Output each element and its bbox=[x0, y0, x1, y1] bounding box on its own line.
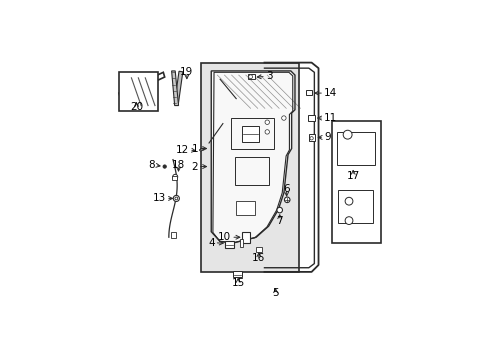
Polygon shape bbox=[199, 148, 203, 151]
Bar bbox=[332, 121, 380, 243]
Circle shape bbox=[284, 197, 289, 203]
Circle shape bbox=[175, 197, 177, 200]
Bar bbox=[242, 126, 259, 141]
Bar bbox=[172, 176, 177, 180]
Circle shape bbox=[173, 195, 179, 202]
Text: 1: 1 bbox=[191, 144, 198, 153]
Circle shape bbox=[343, 130, 351, 139]
Bar bbox=[235, 201, 255, 215]
Bar bbox=[309, 134, 315, 141]
Text: 18: 18 bbox=[172, 160, 185, 170]
Bar bbox=[233, 271, 241, 278]
Polygon shape bbox=[211, 71, 294, 243]
Bar bbox=[305, 90, 311, 95]
Circle shape bbox=[264, 120, 269, 125]
Polygon shape bbox=[119, 72, 158, 111]
Circle shape bbox=[163, 165, 166, 168]
Bar bbox=[255, 247, 261, 252]
Bar bbox=[241, 232, 249, 243]
Circle shape bbox=[172, 174, 177, 179]
Text: 8: 8 bbox=[148, 160, 155, 170]
Text: 12: 12 bbox=[176, 145, 189, 155]
Bar bbox=[235, 157, 268, 185]
Text: 20: 20 bbox=[130, 102, 142, 112]
Circle shape bbox=[248, 75, 252, 79]
Text: 14: 14 bbox=[324, 88, 337, 98]
Bar bbox=[247, 74, 254, 79]
Text: 6: 6 bbox=[283, 184, 289, 194]
Text: 15: 15 bbox=[231, 278, 244, 288]
Text: 9: 9 bbox=[324, 132, 330, 143]
Bar bbox=[239, 239, 243, 247]
Circle shape bbox=[264, 130, 269, 134]
Circle shape bbox=[309, 136, 313, 140]
Bar bbox=[170, 232, 175, 238]
Circle shape bbox=[276, 207, 282, 213]
Text: 4: 4 bbox=[207, 238, 214, 248]
Polygon shape bbox=[171, 71, 178, 105]
Circle shape bbox=[345, 217, 352, 225]
Circle shape bbox=[345, 197, 352, 205]
Text: 16: 16 bbox=[252, 253, 265, 263]
Bar bbox=[336, 132, 375, 165]
Text: 19: 19 bbox=[180, 67, 193, 77]
Text: 5: 5 bbox=[272, 288, 278, 298]
Bar bbox=[337, 190, 372, 223]
Polygon shape bbox=[119, 72, 164, 98]
Text: 11: 11 bbox=[324, 113, 337, 123]
Text: 3: 3 bbox=[265, 72, 272, 81]
Text: 2: 2 bbox=[191, 162, 198, 172]
Bar bbox=[231, 118, 274, 149]
Text: 13: 13 bbox=[153, 193, 166, 203]
Circle shape bbox=[281, 116, 285, 120]
Bar bbox=[200, 63, 299, 272]
Bar bbox=[174, 71, 183, 105]
Bar bbox=[224, 241, 233, 248]
Text: 17: 17 bbox=[346, 171, 359, 181]
Text: 7: 7 bbox=[276, 216, 283, 226]
Bar bbox=[307, 115, 315, 121]
Text: 10: 10 bbox=[218, 232, 231, 242]
